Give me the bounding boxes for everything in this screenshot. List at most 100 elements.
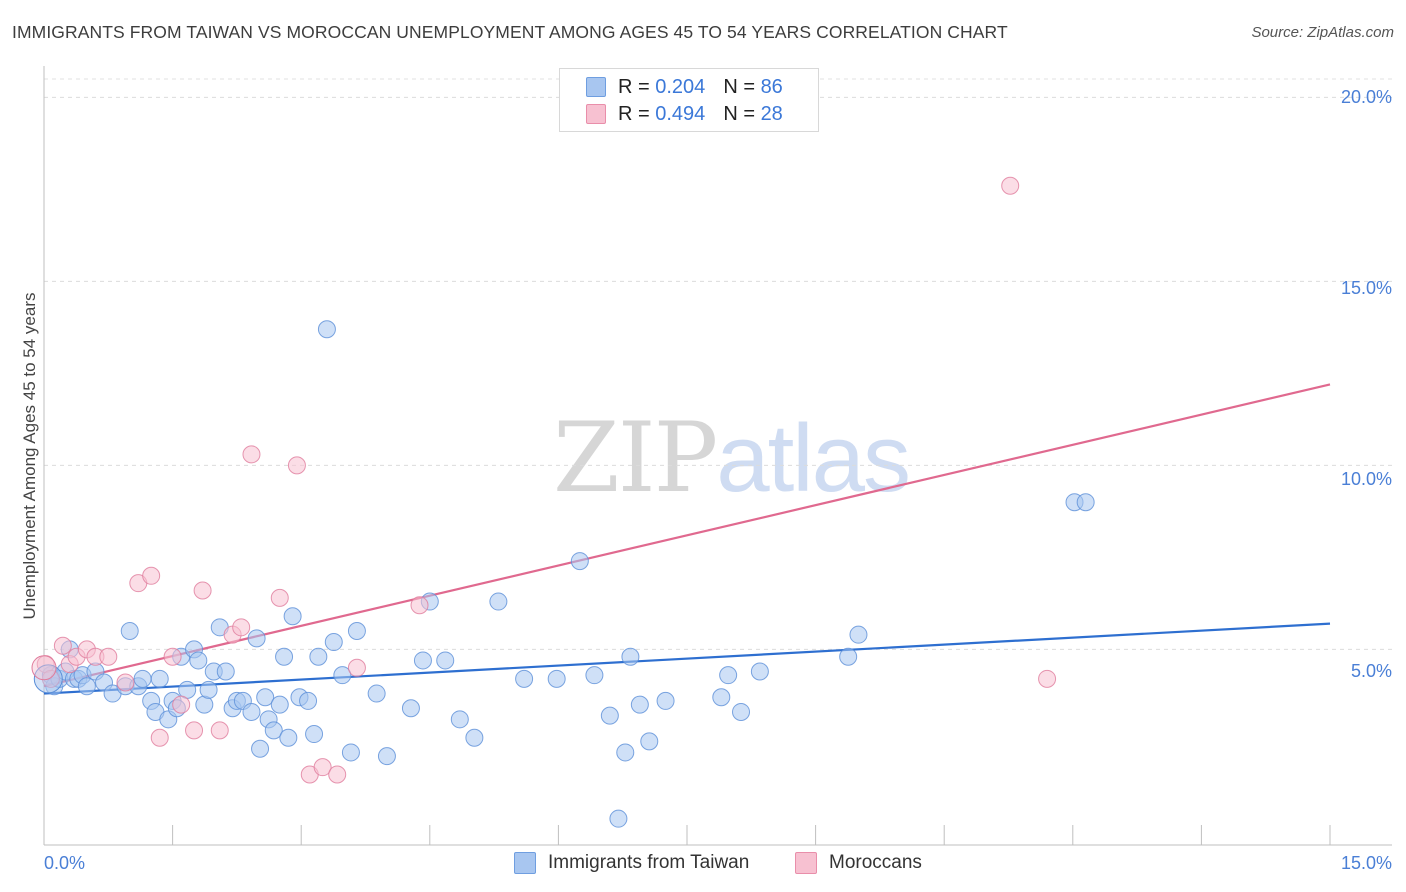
data-point-taiwan <box>450 710 469 729</box>
data-point-taiwan <box>199 680 218 699</box>
bottom-legend-label-taiwan: Immigrants from Taiwan <box>548 852 750 873</box>
legend-r-value-taiwan: 0.204 <box>655 75 706 98</box>
data-point-moroccans <box>313 758 332 777</box>
data-point-taiwan <box>367 684 386 703</box>
data-point-taiwan <box>264 721 283 740</box>
legend-r-label: R = <box>618 75 650 98</box>
legend-swatch-taiwan <box>586 77 606 97</box>
bottom-legend-taiwan: Immigrants from Taiwan <box>514 852 749 874</box>
legend-row-taiwan: R = 0.204 N = 86 <box>586 75 783 99</box>
data-point-taiwan <box>279 728 298 747</box>
data-point-taiwan <box>616 743 635 762</box>
data-point-moroccans <box>185 721 204 740</box>
data-point-taiwan <box>547 669 566 688</box>
data-point-moroccans <box>1001 176 1020 195</box>
data-point-moroccans <box>193 581 212 600</box>
data-point-taiwan <box>309 647 328 666</box>
data-point-taiwan <box>305 725 324 744</box>
data-point-taiwan <box>515 669 534 688</box>
x-tick-label-max: 15.0% <box>1340 853 1392 873</box>
trend-lines <box>43 383 1331 695</box>
legend-swatch-moroccans <box>586 104 606 124</box>
data-point-taiwan <box>1076 493 1095 512</box>
watermark-atlas: atlas <box>716 405 911 512</box>
legend-n-label: N = <box>723 102 755 125</box>
data-point-taiwan <box>732 702 751 721</box>
data-point-taiwan <box>242 702 261 721</box>
data-point-taiwan <box>413 651 432 670</box>
data-point-moroccans <box>53 636 72 655</box>
data-point-taiwan <box>719 666 738 685</box>
legend-n-value-taiwan: 86 <box>760 75 783 98</box>
data-point-taiwan <box>401 699 420 718</box>
data-point-taiwan <box>609 809 628 828</box>
trend-line-taiwan <box>43 622 1331 695</box>
data-point-taiwan <box>465 728 484 747</box>
y-tick-label-15: 15.0% <box>1340 278 1392 298</box>
gridlines <box>44 78 1392 650</box>
data-point-taiwan <box>256 688 275 707</box>
data-point-taiwan <box>333 666 352 685</box>
data-point-moroccans <box>287 456 306 475</box>
data-point-moroccans <box>347 658 366 677</box>
bottom-legend-label-moroccans: Moroccans <box>829 852 922 873</box>
legend-row-moroccans: R = 0.494 N = 28 <box>586 102 783 126</box>
data-point-taiwan <box>656 691 675 710</box>
data-point-taiwan <box>77 677 96 696</box>
data-point-taiwan <box>489 592 508 611</box>
data-point-taiwan <box>630 695 649 714</box>
data-point-taiwan <box>570 552 589 571</box>
data-point-taiwan <box>600 706 619 725</box>
chart-title: IMMIGRANTS FROM TAIWAN VS MOROCCAN UNEMP… <box>12 22 1008 42</box>
data-point-moroccans <box>270 588 289 607</box>
data-point-taiwan <box>133 669 152 688</box>
data-point-taiwan <box>120 622 139 640</box>
y-axis-label: Unemployment Among Ages 45 to 54 years <box>20 292 39 620</box>
data-point-taiwan <box>621 647 640 666</box>
data-point-moroccans <box>172 695 191 714</box>
source-label: Source: ZipAtlas.com <box>1251 24 1394 41</box>
data-point-taiwan <box>189 651 208 670</box>
watermark: ZIPatlas <box>553 402 911 514</box>
data-point-taiwan <box>640 732 659 751</box>
data-point-taiwan <box>299 691 318 710</box>
data-point-moroccans <box>163 647 182 666</box>
legend: R = 0.204 N = 86 R = 0.494 N = 28 <box>559 68 819 132</box>
data-point-taiwan <box>150 669 169 688</box>
y-tick-label-10: 10.0% <box>1340 469 1392 489</box>
data-points <box>31 176 1095 828</box>
data-point-moroccans <box>99 647 118 666</box>
data-point-taiwan <box>270 695 289 714</box>
legend-n-value-moroccans: 28 <box>760 102 783 125</box>
legend-r-value-moroccans: 0.494 <box>655 102 706 125</box>
bottom-legend-swatch-taiwan <box>514 852 536 874</box>
data-point-taiwan <box>849 625 868 644</box>
data-point-taiwan <box>750 662 769 681</box>
bottom-legend-moroccans: Moroccans <box>795 852 922 874</box>
data-point-moroccans <box>142 566 161 585</box>
bottom-legend-swatch-moroccans <box>795 852 817 874</box>
legend-n-label: N = <box>723 75 755 98</box>
data-point-taiwan <box>251 739 270 758</box>
watermark-zip: ZIP <box>553 402 718 514</box>
data-point-taiwan <box>436 651 455 670</box>
data-point-moroccans <box>150 728 169 747</box>
y-tick-label-5: 5.0% <box>1350 661 1392 681</box>
data-point-taiwan <box>317 320 336 339</box>
data-point-taiwan <box>283 607 302 626</box>
data-point-moroccans <box>410 596 429 615</box>
y-tick-label-20: 20.0% <box>1340 87 1392 107</box>
data-point-taiwan <box>377 747 396 766</box>
axes <box>43 66 1392 846</box>
data-point-taiwan <box>347 622 366 640</box>
data-point-moroccans <box>1038 669 1057 688</box>
data-point-taiwan <box>839 647 858 666</box>
legend-r-label: R = <box>618 102 650 125</box>
data-point-moroccans <box>242 445 261 464</box>
data-point-taiwan <box>216 662 235 681</box>
data-point-taiwan <box>324 633 343 652</box>
data-point-moroccans <box>116 673 135 692</box>
data-point-taiwan <box>247 629 266 648</box>
x-tick-label-min: 0.0% <box>44 853 86 873</box>
